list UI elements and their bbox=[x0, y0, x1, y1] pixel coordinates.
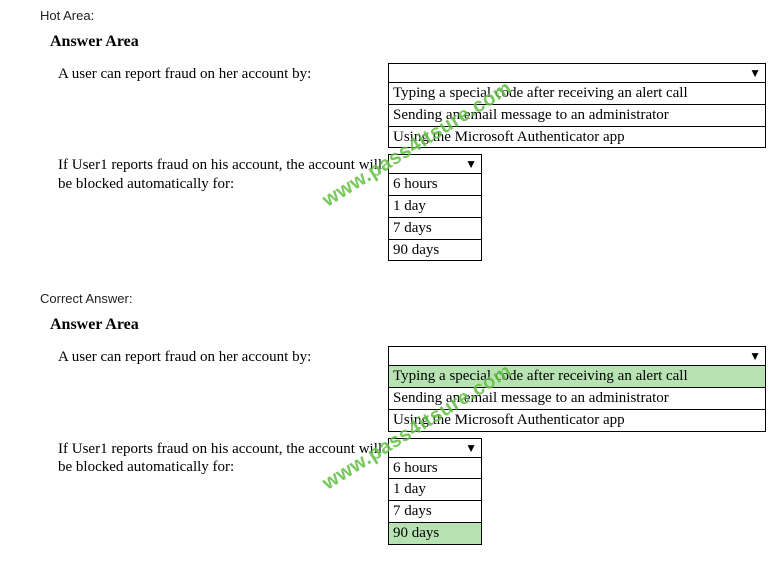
ca-q1-option-2[interactable]: Using the Microsoft Authenticator app bbox=[389, 409, 765, 431]
ca-q2-option-0[interactable]: 6 hours bbox=[389, 458, 481, 479]
q2-option-1[interactable]: 1 day bbox=[389, 195, 481, 217]
chevron-down-icon: ▼ bbox=[749, 349, 761, 363]
ca-q1-dropdown: ▼ Typing a special code after receiving … bbox=[388, 346, 766, 431]
ca-q1-option-0[interactable]: Typing a special code after receiving an… bbox=[389, 366, 765, 387]
ca-q2-dropdown: ▼ 6 hours 1 day 7 days 90 days bbox=[388, 438, 482, 545]
q1-prompt: A user can report fraud on her account b… bbox=[58, 63, 388, 84]
page-root: Hot Area: Answer Area A user can report … bbox=[0, 0, 780, 571]
ca-q1-prompt: A user can report fraud on her account b… bbox=[58, 346, 388, 367]
correct-answer-block: A user can report fraud on her account b… bbox=[58, 346, 780, 544]
hot-area-label: Hot Area: bbox=[40, 8, 780, 23]
q1-dropdown-head[interactable]: ▼ bbox=[388, 63, 766, 83]
q1-row: A user can report fraud on her account b… bbox=[58, 63, 780, 148]
ca-q2-dropdown-list: 6 hours 1 day 7 days 90 days bbox=[388, 458, 482, 545]
q2-option-3[interactable]: 90 days bbox=[389, 239, 481, 261]
q2-row: If User1 reports fraud on his account, t… bbox=[58, 154, 780, 261]
q2-prompt: If User1 reports fraud on his account, t… bbox=[58, 154, 388, 194]
chevron-down-icon: ▼ bbox=[749, 66, 761, 80]
ca-q1-option-1[interactable]: Sending an email message to an administr… bbox=[389, 387, 765, 409]
chevron-down-icon: ▼ bbox=[465, 157, 477, 171]
correct-answer-label: Correct Answer: bbox=[40, 291, 780, 306]
q1-option-0[interactable]: Typing a special code after receiving an… bbox=[389, 83, 765, 104]
q2-option-0[interactable]: 6 hours bbox=[389, 174, 481, 195]
hot-area-block: A user can report fraud on her account b… bbox=[58, 63, 780, 261]
ca-q1-dropdown-list: Typing a special code after receiving an… bbox=[388, 366, 766, 431]
ca-q2-row: If User1 reports fraud on his account, t… bbox=[58, 438, 780, 545]
q1-dropdown-list: Typing a special code after receiving an… bbox=[388, 83, 766, 148]
q1-option-2[interactable]: Using the Microsoft Authenticator app bbox=[389, 126, 765, 148]
q2-dropdown-head[interactable]: ▼ bbox=[388, 154, 482, 174]
ca-q2-dropdown-head[interactable]: ▼ bbox=[388, 438, 482, 458]
ca-q2-option-2[interactable]: 7 days bbox=[389, 500, 481, 522]
ca-q1-row: A user can report fraud on her account b… bbox=[58, 346, 780, 431]
q2-dropdown-list: 6 hours 1 day 7 days 90 days bbox=[388, 174, 482, 261]
ca-q2-option-3[interactable]: 90 days bbox=[389, 522, 481, 544]
q2-dropdown: ▼ 6 hours 1 day 7 days 90 days bbox=[388, 154, 482, 261]
answer-area-title-2: Answer Area bbox=[50, 316, 780, 334]
ca-q1-dropdown-head[interactable]: ▼ bbox=[388, 346, 766, 366]
ca-q2-option-1[interactable]: 1 day bbox=[389, 478, 481, 500]
q1-option-1[interactable]: Sending an email message to an administr… bbox=[389, 104, 765, 126]
q2-option-2[interactable]: 7 days bbox=[389, 217, 481, 239]
q1-dropdown: ▼ Typing a special code after receiving … bbox=[388, 63, 766, 148]
chevron-down-icon: ▼ bbox=[465, 441, 477, 455]
answer-area-title-1: Answer Area bbox=[50, 33, 780, 51]
ca-q2-prompt: If User1 reports fraud on his account, t… bbox=[58, 438, 388, 478]
